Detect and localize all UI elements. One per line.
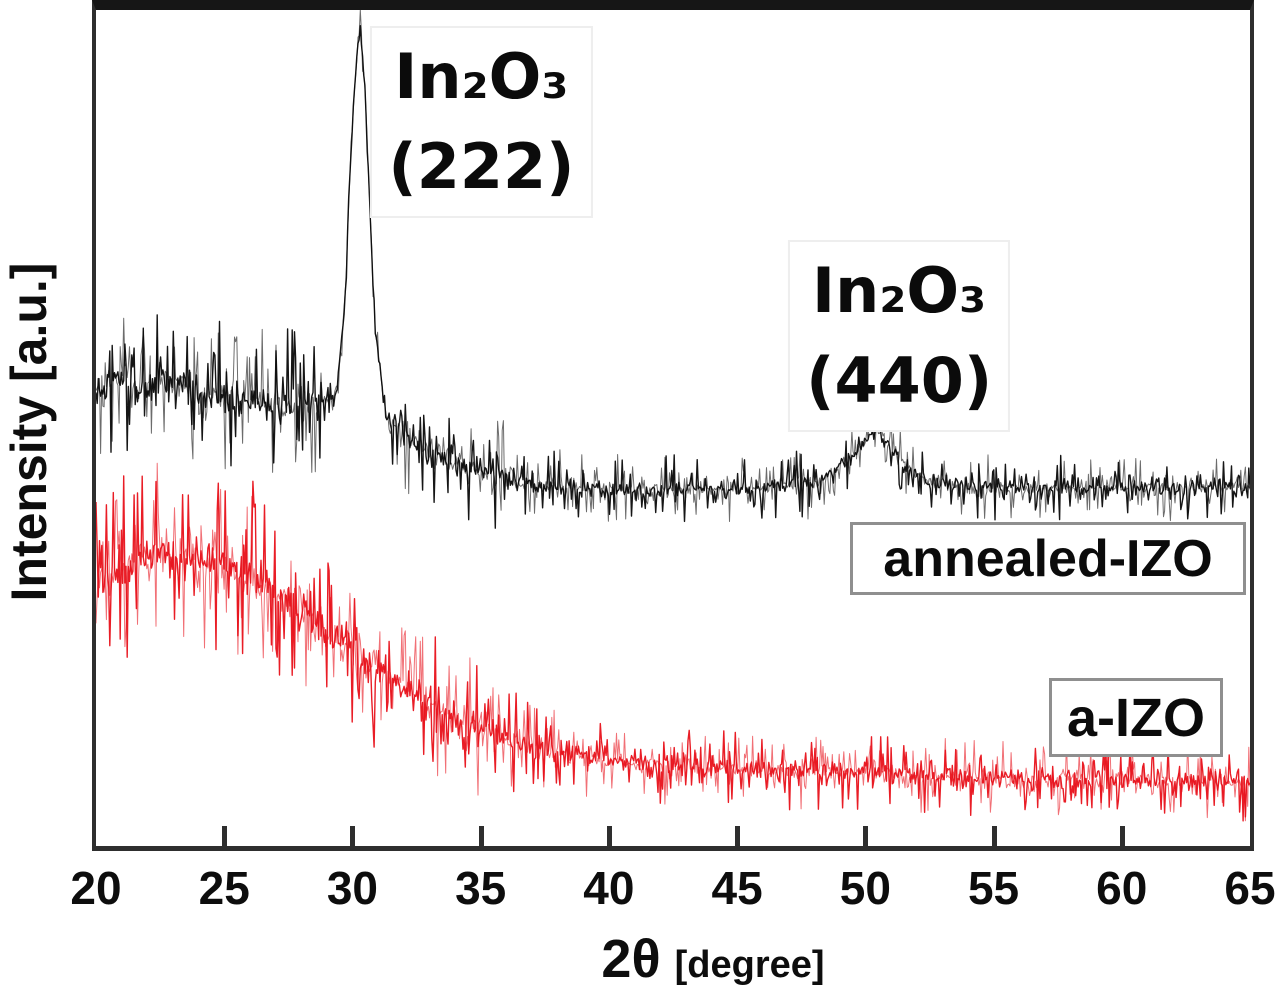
x-tick-label-20: 20 [70, 862, 122, 914]
annotation-plane-label: (222) [388, 130, 575, 204]
x-tick-30 [350, 826, 356, 846]
x-tick-label-50: 50 [839, 862, 891, 914]
x-tick-60 [1119, 826, 1125, 846]
annotation-phase-label: In₂O₃ [812, 254, 987, 328]
x-tick-35 [478, 826, 484, 846]
legend-annealed-izo-label: annealed-IZO [883, 529, 1213, 588]
x-tick-label-30: 30 [326, 862, 379, 914]
legend-a-izo-label: a-IZO [1066, 687, 1205, 748]
x-axis-label: 2θ [degree] [136, 928, 1280, 990]
x-tick-45 [735, 826, 741, 846]
x-tick-25 [222, 826, 228, 846]
x-axis-label-unit: [degree] [674, 944, 825, 986]
legend-a-izo: a-IZO [1049, 678, 1223, 757]
x-tick-55 [991, 826, 997, 846]
trace-annealed-IZO [96, 10, 1250, 522]
annotation-in2o3-222: In₂O₃ (222) [370, 26, 593, 219]
annotation-in2o3-440: In₂O₃ (440) [788, 240, 1011, 433]
y-axis-label: Intensity [a.u.] [1, 262, 57, 602]
x-tick-label-55: 55 [967, 862, 1020, 914]
x-tick-label-40: 40 [583, 862, 635, 914]
x-axis-label-symbol: 2θ [601, 929, 661, 989]
x-tick-label-35: 35 [455, 862, 507, 914]
plot-area: In₂O₃ (222) In₂O₃ (440) annealed-IZO a-I… [92, 0, 1254, 851]
x-tick-40 [606, 826, 612, 846]
xrd-traces [96, 10, 1250, 822]
x-tick-label-60: 60 [1096, 862, 1148, 914]
annotation-plane-label: (440) [806, 344, 993, 418]
x-tick-label-45: 45 [711, 862, 763, 914]
annotation-phase-label: In₂O₃ [394, 40, 569, 114]
x-tick-label-25: 25 [198, 862, 250, 914]
x-tick-label-65: 65 [1224, 862, 1276, 914]
trace-a-IZO [96, 462, 1250, 822]
trace-annealed-IZO [96, 24, 1250, 529]
x-tick-50 [863, 826, 869, 846]
legend-annealed-izo: annealed-IZO [850, 522, 1246, 595]
plot-inner: In₂O₃ (222) In₂O₃ (440) annealed-IZO a-I… [96, 10, 1250, 846]
x-axis-tick-labels: 20 25 30 35 40 45 50 55 60 65 [70, 861, 1275, 921]
